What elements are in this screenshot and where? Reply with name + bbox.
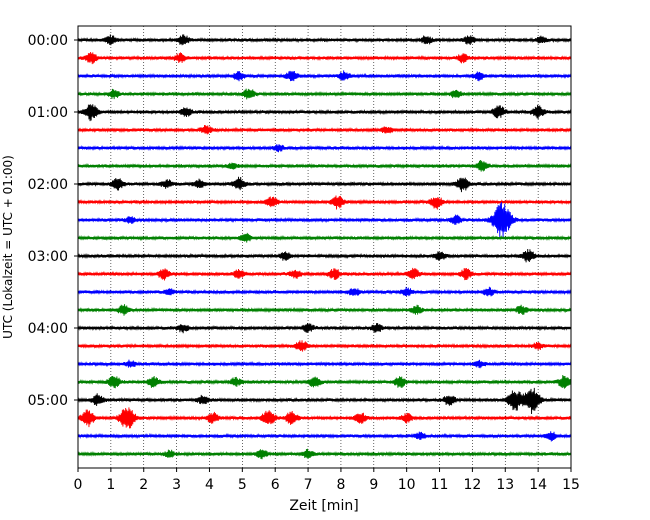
trace-17: [77, 340, 572, 352]
y-tick-label-2: 02:00: [28, 177, 68, 193]
trace-16: [77, 323, 572, 334]
x-tick-label-12: 12: [463, 477, 481, 493]
y-tick-label-3: 03:00: [28, 249, 68, 265]
x-tick-label-8: 8: [336, 477, 345, 493]
y-axis-ticks: 00:00 01:00 02:00 03:00 04:00 05:00: [28, 33, 78, 409]
x-tick-label-3: 3: [172, 477, 181, 493]
trace-13: [77, 267, 572, 281]
y-tick-label-1: 01:00: [28, 105, 68, 121]
x-tick-label-5: 5: [238, 477, 247, 493]
trace-4: [77, 104, 572, 122]
x-tick-label-9: 9: [369, 477, 378, 493]
x-axis-label: Zeit [min]: [289, 498, 358, 514]
trace-8: [77, 176, 572, 193]
trace-11: [77, 232, 572, 243]
x-tick-label-10: 10: [398, 477, 416, 493]
seismic-traces: [77, 34, 572, 460]
x-tick-label-11: 11: [431, 477, 449, 493]
trace-20: [77, 387, 572, 414]
y-tick-label-5: 05:00: [28, 393, 68, 409]
x-tick-label-2: 2: [139, 477, 148, 493]
y-tick-label-4: 04:00: [28, 321, 68, 337]
trace-5: [77, 125, 572, 135]
y-tick-label-0: 00:00: [28, 33, 68, 49]
trace-19: [77, 374, 572, 389]
x-tick-label-4: 4: [205, 477, 214, 493]
x-tick-label-6: 6: [271, 477, 280, 493]
trace-2: [77, 70, 572, 82]
plot-frame: [77, 25, 572, 469]
x-tick-label-7: 7: [304, 477, 313, 493]
x-tick-label-14: 14: [529, 477, 547, 493]
trace-1: [77, 51, 572, 65]
trace-21: [77, 407, 572, 429]
x-tick-label-1: 1: [106, 477, 115, 493]
x-tick-label-13: 13: [496, 477, 514, 493]
y-axis-label: UTC (Lokalzeit = UTC + 01:00): [1, 155, 15, 339]
trace-0: [77, 34, 572, 46]
x-axis-ticks: 0 1 2 3 4 5 6 7 8 9 10 11 12 13 14 15: [74, 468, 580, 493]
trace-7: [77, 159, 572, 172]
trace-10: [77, 202, 572, 239]
trace-9: [77, 195, 572, 210]
x-tick-label-0: 0: [74, 477, 83, 493]
trace-3: [77, 88, 572, 100]
x-tick-label-15: 15: [562, 477, 580, 493]
